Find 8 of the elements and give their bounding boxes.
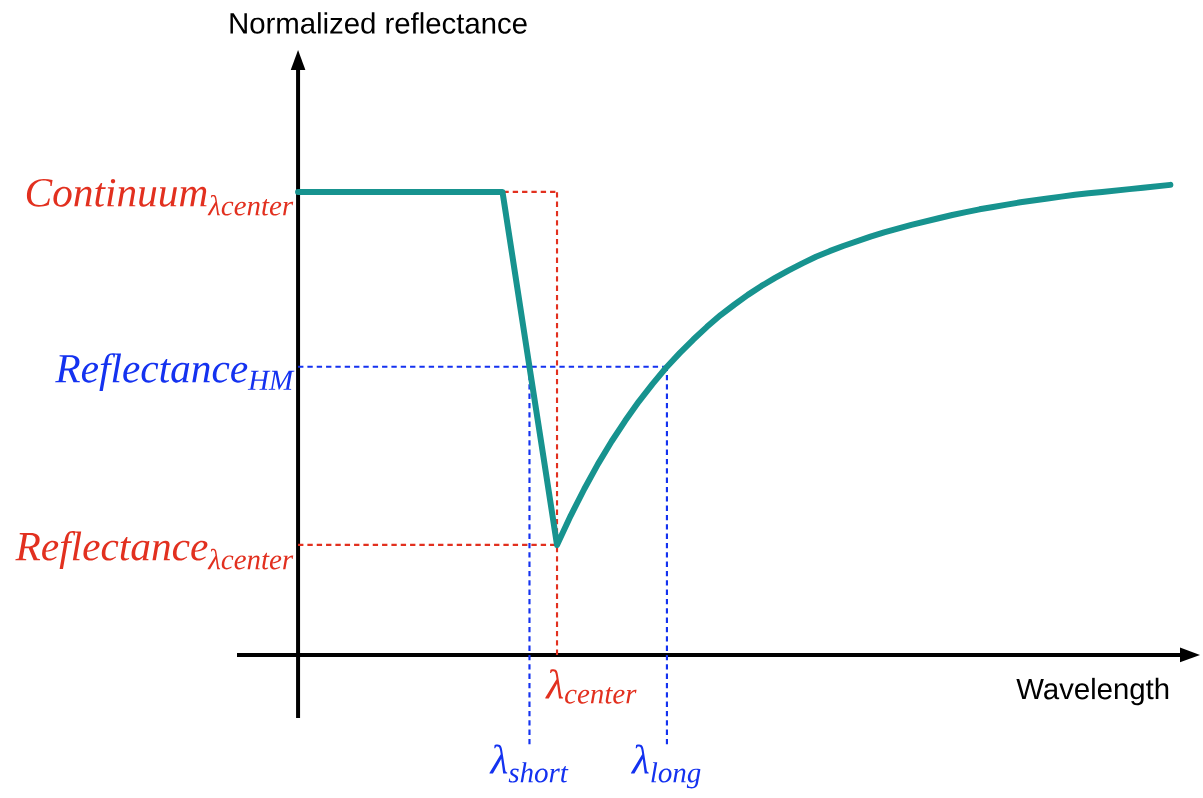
ref-line-label: Continuum$_{λcenter}$ xyxy=(26,178,294,216)
text: λ$_{center}$ xyxy=(545,669,637,704)
ref-line-label: Reflectance$_{λcenter}$ xyxy=(15,531,294,570)
text: Normalized reflectance xyxy=(230,12,527,34)
text: λ$_{short}$ xyxy=(489,744,569,783)
text: λ$_{long}$ xyxy=(630,744,701,789)
ref-line-label: Reflectance$_{HM}$ xyxy=(55,353,295,392)
x-axis-title: Wavelength xyxy=(1016,677,1169,706)
